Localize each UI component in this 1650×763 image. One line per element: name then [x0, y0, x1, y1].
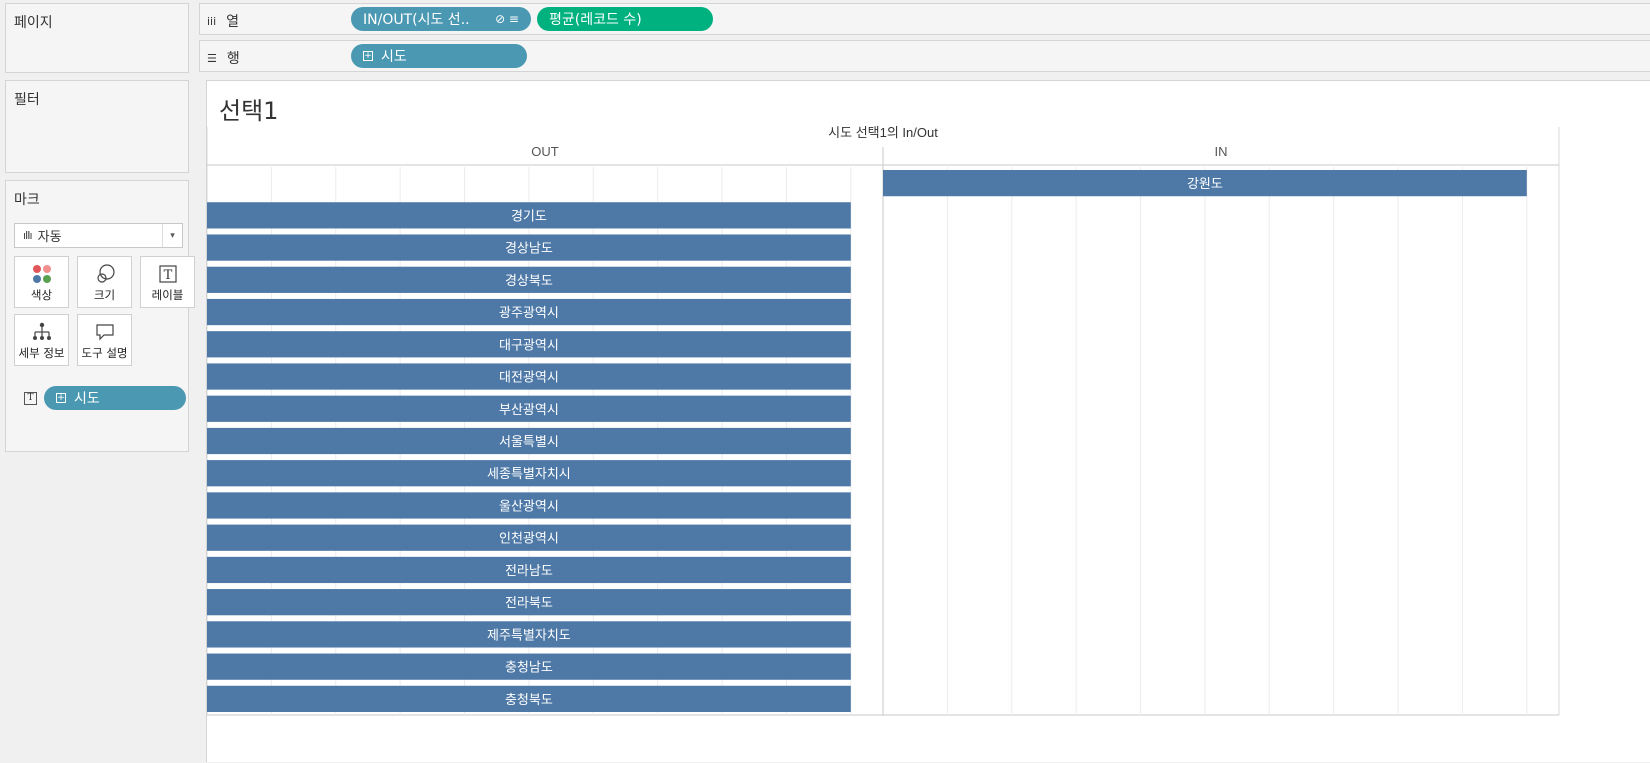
detail-icon	[32, 322, 51, 340]
bar-out	[207, 234, 851, 261]
inout-pill-text: IN/OUT(시도 선..	[363, 12, 470, 28]
plus-box-icon: +	[363, 51, 373, 61]
bar-label: 세종특별자치시	[487, 467, 571, 482]
bar-label: 대구광역시	[499, 338, 559, 353]
filters-title: 필터	[14, 92, 40, 108]
bar-label: 충청남도	[505, 661, 553, 676]
column-header-in: IN	[1215, 144, 1228, 159]
bar-label: 강원도	[1187, 177, 1223, 192]
label-button[interactable]: T 레이블	[140, 256, 195, 308]
size-button[interactable]: 크기	[77, 256, 132, 308]
rows-shelf-label: ☰ 행	[207, 48, 240, 68]
text-label-icon: T	[158, 265, 177, 283]
bar-label: 서울특별시	[499, 435, 559, 450]
mark-type-dropdown[interactable]: ıIIı 자동 ▾	[14, 223, 183, 248]
plus-box-icon: +	[56, 393, 66, 403]
pages-title: 페이지	[14, 15, 53, 31]
inout-pill[interactable]: IN/OUT(시도 선.. ⊘ ≡	[351, 7, 531, 31]
bar-chart-icon: ıIIı	[23, 229, 33, 242]
filters-panel[interactable]: 필터	[5, 80, 189, 173]
avg-record-pill-text: 평균(레코드 수)	[549, 12, 642, 28]
svg-text:T: T	[163, 268, 172, 283]
bar-out	[207, 298, 851, 326]
bar-out	[207, 460, 851, 487]
rows-icon: ☰	[207, 51, 217, 65]
bar-label: 경상북도	[505, 274, 553, 289]
rows-label: 행	[226, 51, 240, 67]
bar-label: 제주특별자치도	[487, 628, 571, 643]
bar-in	[883, 170, 1527, 197]
columns-label: 열	[226, 14, 240, 30]
text-mark-icon: T	[24, 391, 37, 405]
detail-button-label: 세부 정보	[18, 346, 65, 360]
columns-shelf-label: iii 열	[207, 11, 239, 31]
bar-out	[207, 395, 851, 422]
tooltip-icon	[95, 324, 114, 341]
bar-label: 인천광역시	[499, 532, 559, 547]
bar-out	[207, 266, 851, 293]
rows-sido-pill[interactable]: + 시도	[351, 44, 527, 68]
color-icon	[32, 265, 51, 283]
bar-out	[207, 202, 851, 229]
chart[interactable]: 시도 선택1의 In/Out OUT IN 경기도경상남도경상북도광주광역시대구광역시…	[207, 81, 1650, 763]
label-sido-pill[interactable]: + 시도	[44, 386, 186, 410]
bar-out	[207, 685, 851, 712]
columns-shelf[interactable]: iii 열 IN/OUT(시도 선.. ⊘ ≡ 평균(레코드 수)	[199, 3, 1650, 35]
bar-out	[207, 524, 851, 551]
marks-title: 마크	[14, 192, 40, 208]
bar-label: 충청북도	[505, 693, 553, 708]
size-icon	[96, 264, 115, 283]
bar-label: 전라북도	[505, 596, 553, 611]
bar-out	[207, 363, 851, 390]
bar-label: 울산광역시	[499, 499, 559, 514]
mark-type-label: 자동	[37, 230, 62, 245]
tooltip-button[interactable]: 도구 설명	[77, 314, 132, 366]
chart-title: 시도 선택1의 In/Out	[828, 125, 938, 140]
detail-button[interactable]: 세부 정보	[14, 314, 69, 366]
bar-out	[207, 589, 851, 616]
pages-panel[interactable]: 페이지	[5, 3, 189, 73]
color-button[interactable]: 색상	[14, 256, 69, 308]
bar-out	[207, 427, 851, 455]
bar-out	[207, 621, 851, 648]
label-mark-row: T + 시도	[24, 386, 186, 410]
sheet-title: 선택1	[219, 97, 279, 125]
bar-label: 경기도	[511, 209, 547, 224]
bar-label: 부산광역시	[499, 403, 559, 418]
avg-record-pill[interactable]: 평균(레코드 수)	[537, 7, 713, 31]
size-button-label: 크기	[93, 288, 116, 302]
bar-out	[207, 653, 851, 680]
bar-label: 광주광역시	[499, 306, 559, 321]
bar-label: 전라남도	[505, 564, 553, 579]
bar-out	[207, 556, 851, 584]
chevron-down-icon[interactable]: ▾	[162, 224, 182, 247]
bar-label: 경상남도	[505, 242, 553, 257]
columns-icon: iii	[207, 14, 217, 28]
color-button-label: 색상	[30, 288, 53, 302]
rows-sido-pill-text: 시도	[381, 49, 407, 65]
bar-out	[207, 331, 851, 358]
tooltip-button-label: 도구 설명	[81, 346, 128, 360]
column-header-out: OUT	[531, 144, 559, 159]
label-button-label: 레이블	[151, 288, 184, 302]
bar-label: 대전광역시	[499, 371, 559, 386]
label-sido-pill-text: 시도	[74, 391, 100, 407]
marks-panel: 마크 ıIIı 자동 ▾ 색상 크기 T 레이블	[5, 180, 195, 452]
rows-shelf[interactable]: ☰ 행 + 시도	[199, 40, 1650, 72]
bar-out	[207, 492, 851, 519]
set-sort-icon: ⊘ ≡	[495, 12, 519, 26]
